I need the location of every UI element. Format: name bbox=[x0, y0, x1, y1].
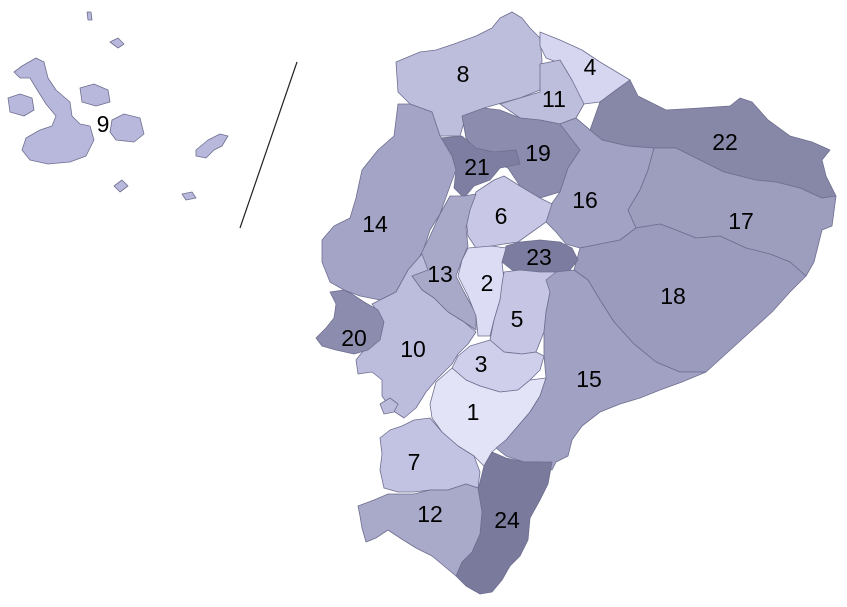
label-region-10: 10 bbox=[400, 336, 426, 362]
region-6 bbox=[465, 175, 553, 249]
label-region-8: 8 bbox=[457, 61, 470, 87]
label-region-13: 13 bbox=[427, 261, 453, 287]
label-region-20: 20 bbox=[341, 325, 367, 351]
label-region-19: 19 bbox=[525, 140, 551, 166]
region-21 bbox=[439, 135, 521, 199]
region-15 bbox=[495, 269, 707, 471]
label-region-22: 22 bbox=[712, 129, 738, 155]
label-region-23: 23 bbox=[526, 244, 552, 270]
label-region-9: 9 bbox=[97, 111, 110, 137]
region-12 bbox=[357, 483, 483, 577]
label-region-2: 2 bbox=[481, 270, 494, 296]
label-region-16: 16 bbox=[572, 187, 598, 213]
label-region-12: 12 bbox=[417, 501, 443, 527]
label-region-6: 6 bbox=[495, 203, 508, 229]
label-region-4: 4 bbox=[584, 54, 597, 80]
label-region-7: 7 bbox=[408, 449, 421, 475]
region-23 bbox=[501, 239, 579, 275]
label-region-14: 14 bbox=[362, 211, 388, 237]
label-region-3: 3 bbox=[475, 351, 488, 377]
label-region-5: 5 bbox=[511, 306, 524, 332]
label-region-1: 1 bbox=[467, 399, 480, 425]
region-9-galapagos bbox=[7, 11, 229, 201]
label-region-17: 17 bbox=[728, 208, 754, 234]
label-region-21: 21 bbox=[464, 154, 490, 180]
label-region-15: 15 bbox=[576, 366, 602, 392]
label-region-18: 18 bbox=[660, 283, 686, 309]
region-20 bbox=[315, 289, 385, 355]
island-near-region-10 bbox=[379, 397, 399, 415]
label-region-24: 24 bbox=[494, 507, 520, 533]
label-region-11: 11 bbox=[542, 86, 566, 112]
galapagos-separator-line bbox=[239, 61, 298, 229]
